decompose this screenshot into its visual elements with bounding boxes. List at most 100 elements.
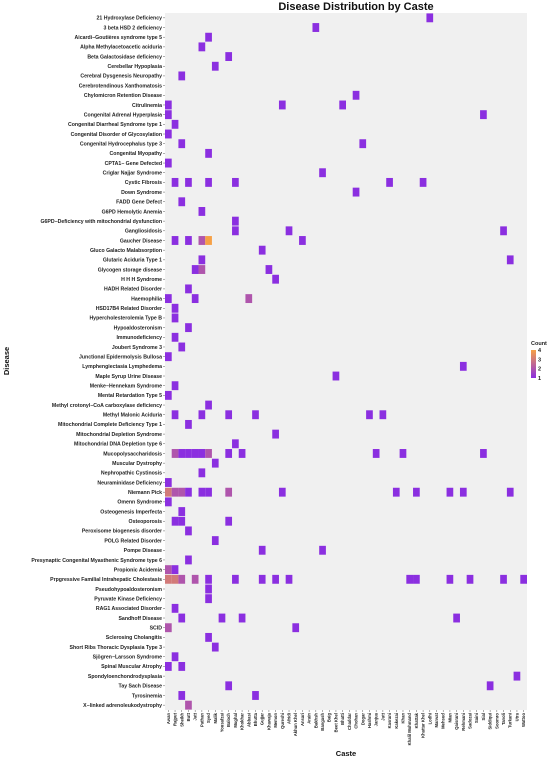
- x-tick-label-baig: Baig: [327, 713, 332, 723]
- legend-tick-label: 4: [538, 348, 542, 354]
- heatmap-cell: [258, 245, 266, 255]
- heatmap-cell: [459, 361, 467, 371]
- x-tick-label-chohan: Chohan: [354, 713, 359, 729]
- heatmap-cell: [500, 574, 507, 584]
- heatmap-cell: [171, 652, 179, 662]
- y-tick-label-aicardi-gouti-res-syndrome-type-5: Aicardi−Goutières syndrome type 5: [75, 35, 163, 41]
- x-tick-label-kasrani: Kasrani: [387, 713, 392, 728]
- heatmap-cell: [178, 574, 186, 584]
- x-tick-label-wattoo: Wattoo: [521, 713, 526, 727]
- heatmap-cell: [165, 129, 172, 139]
- x-tick-label-butt: Butt: [186, 712, 191, 721]
- heatmap-cell: [178, 487, 186, 497]
- y-tick-label-tay-sach-disease: Tay Sach Disease: [119, 684, 163, 690]
- y-tick-label-presynaptic-congenital-myasthenic-syndrome-type-6: Presynaptic Congenital Myasthenic Syndro…: [31, 558, 162, 564]
- heatmap-cell: [278, 487, 286, 497]
- heatmap-cell: [372, 449, 380, 458]
- y-tick-label-mitochondrial-complete-deficiency-type-1: Mitochondrial Complete Deficiency Type 1: [58, 422, 162, 428]
- y-tick-label-pyruvate-kinase-deficiency: Pyruvate Kinase Deficiency: [94, 596, 162, 602]
- heatmap-cell: [165, 390, 172, 400]
- x-tick-label-khattar-khel: Khattar Khel: [421, 713, 426, 738]
- heatmap-cell: [191, 449, 199, 458]
- y-tick-label-muscular-dystrophy: Muscular Dystrophy: [112, 461, 162, 467]
- y-tick-label-maple-syrup-urine-disease: Maple Syrup Urine Disease: [95, 374, 162, 380]
- x-tick-label-abbasi: Abbasi: [246, 713, 251, 727]
- chart-title: Disease Distribution by Caste: [278, 1, 433, 13]
- heatmap-cell: [171, 516, 179, 526]
- heatmap-cells: [165, 13, 527, 710]
- y-tick-label-mucopolysaccharidosis: Mucopolysaccharidosis: [103, 451, 162, 457]
- heatmap-cell: [225, 487, 233, 497]
- heatmap-cell: [205, 574, 212, 584]
- y-tick-label-congenital-diarrheal-syndrome-type-1: Congenital Diarrheal Syndrome type 1: [68, 122, 162, 128]
- y-tick-label-congenital-myopathy: Congenital Myopathy: [110, 151, 163, 157]
- heatmap-cell: [165, 565, 172, 575]
- heatmap-cell: [285, 226, 293, 236]
- y-tick-label-peroxisome-biogenesis-disorder: Peroxisome biogenesis disorder: [82, 529, 162, 535]
- x-tick-label-khawaja: Khawaja: [266, 712, 271, 730]
- y-tick-label-tyrosinemia: Tyrosinemia: [132, 693, 162, 699]
- heatmap-cell: [205, 177, 212, 187]
- x-tick-label-yousafzai: Yousafzai: [219, 713, 224, 732]
- y-tick-label-spinal-muscular-atrophy: Spinal Muscular Atrophy: [101, 664, 162, 670]
- plot-panel: [165, 13, 527, 710]
- heatmap-cell: [459, 487, 467, 497]
- y-tick-label-haemophilia: Haemophilia: [131, 296, 162, 302]
- y-tick-label-gluco-galacto-malabsorption: Gluco Galacto Malabsorption: [90, 248, 162, 254]
- heatmap-cell: [165, 478, 172, 487]
- y-tick-label-methyl-malonic-aciduria: Methyl Malonic Aciduria: [103, 413, 162, 419]
- heatmap-cell: [466, 574, 474, 584]
- x-tick-label-qureshi: Qureshi: [280, 713, 285, 729]
- heatmap-cell: [319, 168, 326, 178]
- legend-tick-label: 2: [538, 367, 541, 373]
- x-tick-label-khan: Khan: [400, 713, 405, 724]
- heatmap-cell: [171, 487, 179, 497]
- x-tick-label-rehmani: Rehmani: [461, 713, 466, 731]
- y-tick-label-hsd17b4-related-disorder: HSD17B4 Related Disorder: [96, 306, 162, 312]
- x-tick-label-mehsud: Mehsud: [441, 713, 446, 729]
- heatmap-cell: [171, 565, 179, 575]
- y-tick-label-niemann-pick: Niemann Pick: [128, 490, 162, 496]
- heatmap-cell: [211, 61, 219, 71]
- x-tick-label-jatt: Jatt: [193, 712, 198, 720]
- x-tick-label-kakezai: Kakezai: [394, 713, 399, 729]
- heatmap-cell: [185, 555, 192, 565]
- heatmap-cell: [171, 313, 179, 323]
- y-tick-label-cpta1-gene-defected: CPTA1− Gene Defected: [105, 161, 162, 167]
- heatmap-cell: [178, 613, 186, 623]
- heatmap-cell: [272, 274, 279, 284]
- heatmap-cell: [225, 52, 233, 61]
- heatmap-cell: [171, 177, 179, 187]
- heatmap-cell: [165, 574, 172, 584]
- heatmap-cell: [185, 526, 192, 536]
- x-tick-label-beet-khel: Beet Khel: [333, 713, 338, 732]
- heatmap-cell: [171, 603, 179, 613]
- heatmap-cell: [218, 613, 226, 623]
- heatmap-cell: [413, 487, 420, 497]
- x-tick-label-jutt: Jutt: [380, 712, 385, 720]
- heatmap-cell: [171, 303, 179, 313]
- y-tick-label-h-h-h-syndrome: H H H Syndrome: [121, 277, 162, 283]
- x-tick-label-khattak: Khattak: [414, 712, 419, 728]
- y-tick-label-g6pd-hemolytic-anemia: G6PD Hemolytic Anemia: [102, 209, 162, 215]
- heatmap-cell: [185, 236, 192, 245]
- heatmap-cell: [165, 110, 172, 120]
- y-tick-label-propionic-acidemia: Propionic Acidemia: [114, 567, 162, 573]
- y-tick-label-lymphengiectasia-lymphedema: Lymphengiectasia Lymphedema: [82, 364, 162, 370]
- x-tick-label-awan: Awan: [166, 713, 171, 725]
- heatmap-cell: [191, 265, 199, 274]
- heatmap-cell: [205, 584, 212, 594]
- heatmap-cell: [178, 507, 186, 516]
- y-tick-label-short-ribs-thoracic-dysplasia-type-3: Short Ribs Thoracic Dysplasia Type 3: [70, 645, 163, 651]
- x-tick-label-arain: Arain: [307, 713, 312, 724]
- x-tick-label-malik: Malik: [213, 712, 218, 723]
- color-legend: Count 1 2 3 4: [531, 341, 547, 382]
- heatmap-cell: [352, 187, 360, 197]
- y-tick-label-criglar-najjar-syndrome: Criglar Najjar Syndrome: [103, 171, 163, 177]
- x-tick-label-siddiqui: Siddiqui: [488, 713, 493, 730]
- heatmap-cell: [205, 632, 212, 642]
- heatmap-cell: [198, 468, 206, 478]
- heatmap-cell: [399, 449, 407, 458]
- y-tick-label-chylomicron-retention-disease: Chylomicron Retention Disease: [84, 93, 162, 99]
